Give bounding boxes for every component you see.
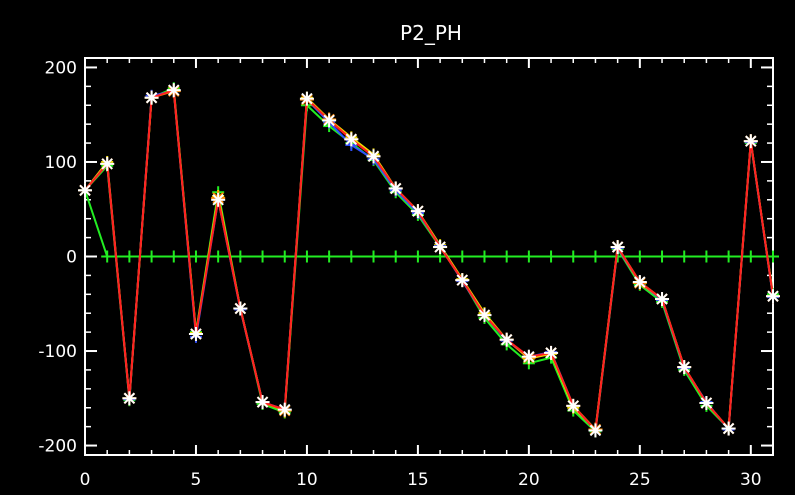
data-point xyxy=(344,132,359,147)
data-point xyxy=(743,134,758,149)
data-point xyxy=(456,250,469,263)
data-point xyxy=(656,250,669,263)
y-tick-label: -200 xyxy=(38,437,77,457)
data-point xyxy=(389,250,402,263)
data-point xyxy=(567,250,580,263)
x-tick-label: 25 xyxy=(629,470,651,490)
data-point xyxy=(699,396,714,411)
data-point xyxy=(700,250,713,263)
data-point xyxy=(610,240,625,255)
data-point xyxy=(367,250,380,263)
y-tick-label: -100 xyxy=(38,342,77,362)
x-tick-label: 20 xyxy=(518,470,540,490)
data-point xyxy=(632,275,647,290)
x-tick-label: 0 xyxy=(80,470,91,490)
data-point xyxy=(545,250,558,263)
data-point xyxy=(123,250,136,263)
data-point xyxy=(166,83,181,98)
x-tick-label: 5 xyxy=(191,470,202,490)
data-point xyxy=(300,250,313,263)
series-5 xyxy=(79,184,779,263)
data-point xyxy=(655,292,670,307)
y-tick-label: 100 xyxy=(45,153,77,173)
data-point xyxy=(322,113,337,128)
data-point xyxy=(255,395,270,410)
data-point xyxy=(233,301,248,316)
series-3 xyxy=(78,84,780,437)
data-point xyxy=(544,345,559,360)
series-4 xyxy=(78,83,780,438)
data-point xyxy=(278,250,291,263)
data-point xyxy=(345,250,358,263)
data-point xyxy=(588,423,603,438)
data-point xyxy=(101,250,114,263)
axes: 0 5 10 15 20 25 30 -200 -100 0 100 200 xyxy=(38,58,774,490)
data-point xyxy=(145,250,158,263)
data-point xyxy=(78,183,92,198)
data-point xyxy=(277,402,292,417)
data-point xyxy=(323,250,336,263)
y-tick-label: 0 xyxy=(66,248,77,268)
data-point xyxy=(521,349,536,364)
data-point xyxy=(256,250,269,263)
data-point xyxy=(433,240,448,255)
data-point xyxy=(366,149,381,164)
series-line xyxy=(84,89,774,433)
data-point xyxy=(499,332,514,347)
data-point xyxy=(477,308,492,323)
data-point xyxy=(633,250,646,263)
series-layer xyxy=(78,82,780,438)
data-point xyxy=(767,250,779,263)
data-point xyxy=(722,250,735,263)
data-point xyxy=(478,250,491,263)
data-point xyxy=(188,327,203,342)
data-point xyxy=(455,273,470,288)
series-0 xyxy=(79,82,779,438)
data-point xyxy=(189,250,202,263)
data-point xyxy=(212,250,225,263)
data-point xyxy=(677,360,692,375)
data-point xyxy=(144,90,159,105)
data-point xyxy=(411,250,424,263)
x-tick-label: 15 xyxy=(407,470,429,490)
data-point xyxy=(299,91,314,106)
chart-title: P2_PH xyxy=(400,21,462,45)
data-point xyxy=(167,250,180,263)
data-point xyxy=(122,391,137,406)
x-tick-label: 10 xyxy=(296,470,318,490)
data-point xyxy=(721,421,736,436)
series-2 xyxy=(79,85,779,437)
data-point xyxy=(766,289,780,304)
data-point xyxy=(100,156,115,171)
data-point xyxy=(234,250,247,263)
y-tick-label: 200 xyxy=(45,58,77,78)
data-point xyxy=(744,250,757,263)
data-point xyxy=(522,250,535,263)
data-point xyxy=(388,181,403,196)
data-point xyxy=(410,204,425,219)
x-tick-label: 30 xyxy=(740,470,762,490)
data-point xyxy=(566,398,581,413)
series-1 xyxy=(79,84,779,436)
data-point xyxy=(211,192,226,207)
data-point xyxy=(500,250,513,263)
data-point xyxy=(678,250,691,263)
data-point xyxy=(589,250,602,263)
